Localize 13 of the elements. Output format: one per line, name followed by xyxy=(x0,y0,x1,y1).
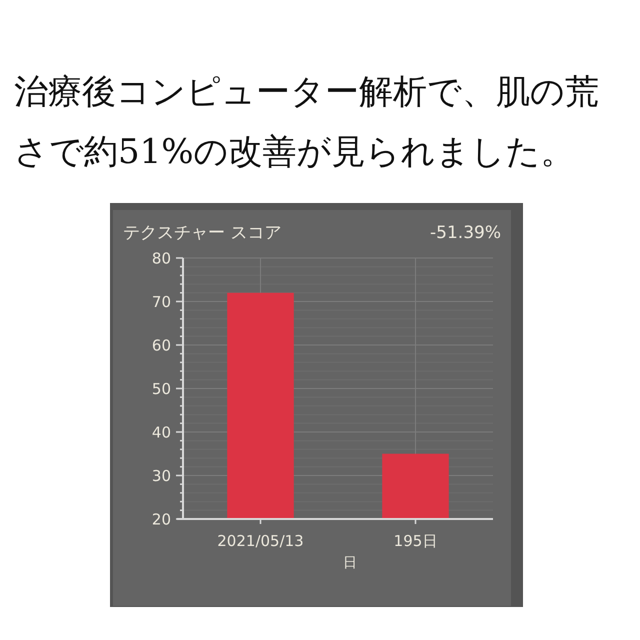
y-tick-label: 30 xyxy=(152,466,171,485)
text: -51.39% xyxy=(430,223,501,243)
x-axis-title: 日 xyxy=(343,555,357,571)
chart-subtitle: テクスチャー スコア xyxy=(123,223,282,243)
y-tick-label: 20 xyxy=(152,510,171,528)
y-tick-label: 60 xyxy=(152,336,171,354)
y-tick-label: 70 xyxy=(152,292,171,311)
y-tick-label: 50 xyxy=(152,380,171,398)
y-tick-label: 80 xyxy=(152,249,171,268)
y-tick-label: 40 xyxy=(152,423,171,442)
x-tick-label: 2021/05/13 xyxy=(217,532,304,550)
chart-title: 治療後コンピューター解析で、肌の荒さで約51%の改善が見られました。 xyxy=(14,71,600,174)
x-tick-label: 195日 xyxy=(394,532,438,550)
